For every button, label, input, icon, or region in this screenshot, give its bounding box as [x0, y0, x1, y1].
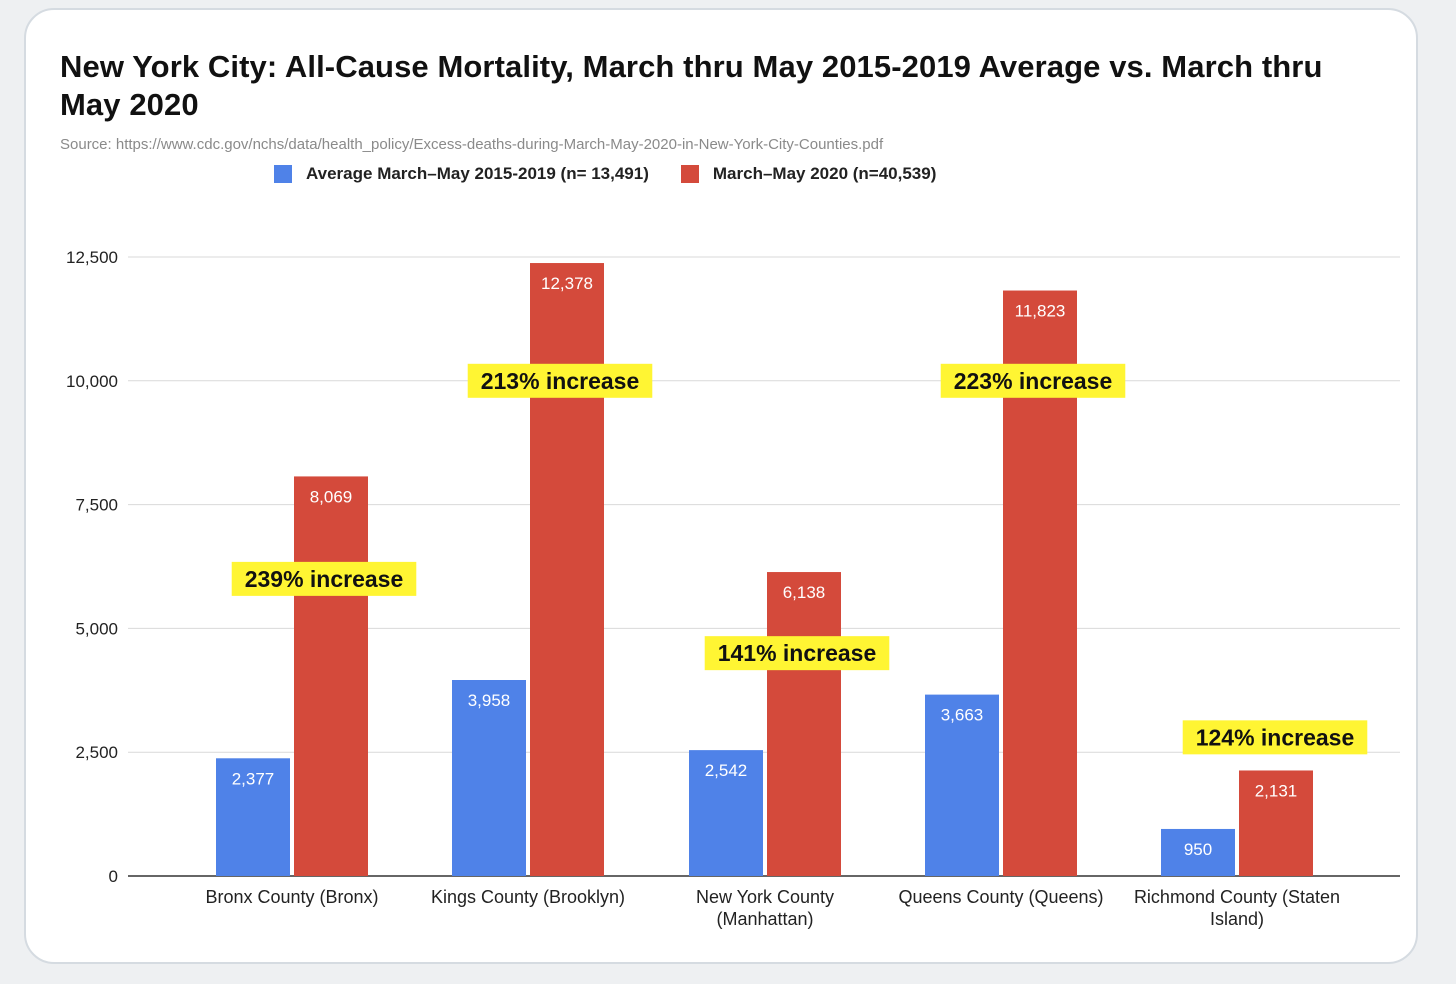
legend-label-2020: March–May 2020 (n=40,539) [712, 164, 937, 183]
bar-baseline [689, 750, 763, 876]
x-category-label: Richmond County (Staten [1134, 887, 1340, 907]
legend-item-2020: March–May 2020 (n=40,539) [680, 164, 937, 184]
increase-annotation-highlight [940, 363, 1126, 398]
y-tick-label: 10,000 [66, 372, 118, 391]
chart-title: New York City: All-Cause Mortality, Marc… [60, 49, 1323, 122]
increase-annotation-highlight [467, 363, 653, 398]
increase-annotation-highlight [704, 636, 890, 671]
x-category-label: Island) [1210, 909, 1264, 929]
increase-annotation: 223% increase [940, 363, 1126, 398]
increase-annotation: 239% increase [231, 561, 417, 596]
bar-value-label: 2,542 [705, 761, 748, 780]
y-tick-label: 12,500 [66, 248, 118, 267]
bar-value-label: 12,378 [541, 274, 593, 293]
legend-swatch-baseline [274, 165, 292, 183]
legend-item-baseline: Average March–May 2015-2019 (n= 13,491) [274, 164, 649, 184]
increase-annotation-highlight [231, 561, 417, 596]
chart-legend: Average March–May 2015-2019 (n= 13,491) … [274, 164, 936, 184]
bar-2020 [294, 476, 368, 876]
bar-value-label: 2,377 [232, 769, 275, 788]
increase-annotation-text: 213% increase [481, 368, 640, 394]
legend-swatch-2020 [680, 165, 699, 183]
increase-annotation: 213% increase [467, 363, 653, 398]
increase-annotation-text: 223% increase [954, 368, 1113, 394]
x-category-label: (Manhattan) [716, 909, 813, 929]
increase-annotation-text: 124% increase [1196, 724, 1355, 750]
bar-value-label: 3,663 [941, 706, 984, 725]
y-tick-label: 0 [109, 867, 118, 886]
increase-annotation-text: 239% increase [245, 566, 404, 592]
increase-annotation-highlight [1182, 720, 1368, 755]
bar-baseline [452, 679, 526, 876]
bar-value-label: 6,138 [783, 583, 826, 602]
bar-baseline [1161, 828, 1235, 876]
legend-label-baseline: Average March–May 2015-2019 (n= 13,491) [306, 164, 649, 183]
x-category-label: Kings County (Brooklyn) [431, 887, 625, 907]
bar-value-label: 950 [1184, 840, 1212, 859]
bar-baseline [216, 758, 290, 876]
chart-source: Source: https://www.cdc.gov/nchs/data/he… [60, 136, 884, 153]
increase-annotation: 141% increase [704, 636, 890, 671]
bar-value-label: 8,069 [310, 487, 353, 506]
bar-value-label: 11,823 [1015, 302, 1066, 321]
increase-annotation: 124% increase [1182, 720, 1368, 755]
chart-card: New York City: All-Cause Mortality, Marc… [24, 8, 1418, 964]
bar-chart: 0 2,500 5,000 7,500 10,000 12,500 2,377 3,958 2,… [66, 248, 1400, 929]
bar-baseline [925, 694, 999, 876]
bar-2020 [767, 572, 841, 876]
increase-annotation-text: 141% increase [718, 640, 877, 666]
bar-value-label: 3,958 [468, 691, 511, 710]
bar-2020 [1239, 770, 1313, 876]
y-tick-label: 5,000 [75, 619, 118, 638]
x-category-label: Bronx County (Bronx) [205, 887, 378, 907]
y-tick-label: 7,500 [75, 496, 118, 515]
x-category-label: Queens County (Queens) [898, 887, 1103, 907]
bar-2020 [530, 263, 604, 876]
bar-value-label: 2,131 [1255, 781, 1298, 800]
y-tick-label: 2,500 [75, 743, 118, 762]
x-category-label: New York County [696, 887, 834, 907]
